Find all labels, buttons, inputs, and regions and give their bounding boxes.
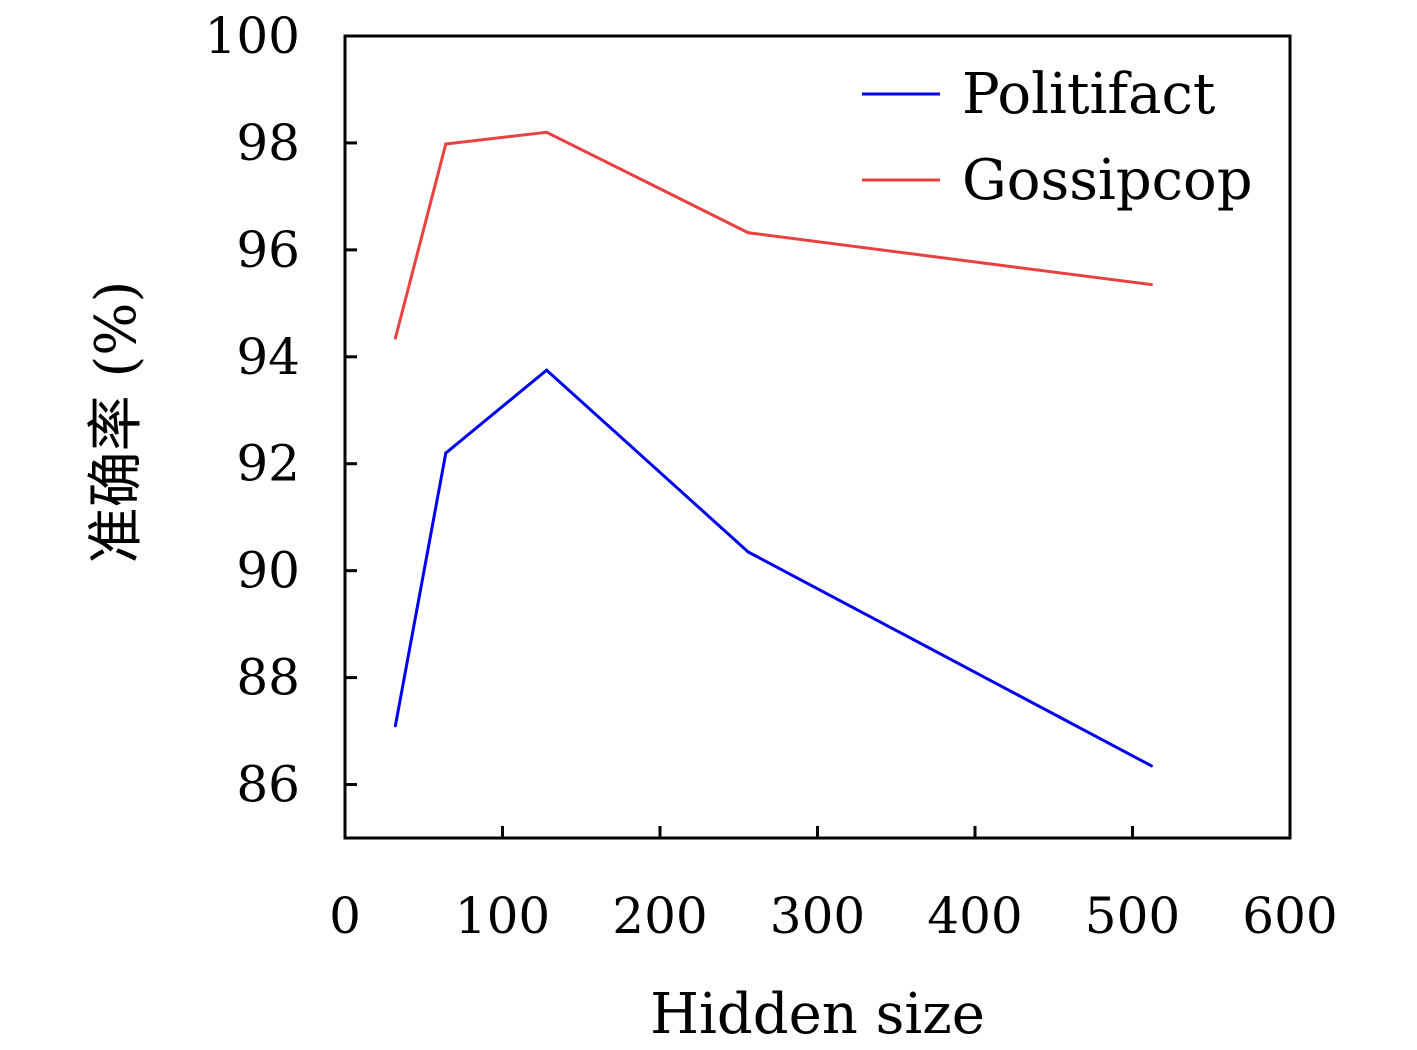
series-group (393, 130, 1153, 768)
x-tick-label: 0 (329, 887, 361, 945)
y-tick-label: 90 (236, 542, 300, 600)
x-tick-label: 400 (927, 887, 1022, 945)
y-tick-label: 92 (236, 435, 300, 493)
y-axis-label: 准确率 (%) (84, 281, 149, 564)
data-point-gossipcop (393, 336, 397, 340)
y-tick-label: 88 (236, 649, 300, 707)
data-point-politifact (393, 724, 397, 728)
x-axis-label: Hidden size (650, 982, 985, 1047)
data-point-politifact (746, 550, 750, 554)
x-tick-label: 200 (612, 887, 707, 945)
x-tick-label: 500 (1085, 887, 1180, 945)
x-axis: 0 100 200 300 400 500 600 (329, 826, 1338, 945)
data-point-gossipcop (444, 142, 448, 146)
y-axis: 86 88 90 92 94 96 98 100 (205, 7, 357, 814)
legend: Politifact Gossipcop (862, 62, 1253, 213)
x-tick-label: 300 (770, 887, 865, 945)
data-point-gossipcop (545, 130, 549, 134)
x-tick-label: 600 (1242, 887, 1337, 945)
y-tick-label: 86 (236, 756, 300, 814)
series-line-politifact (393, 368, 1153, 768)
y-tick-label: 96 (236, 221, 300, 279)
y-tick-label: 94 (236, 328, 300, 386)
data-point-gossipcop (746, 231, 750, 235)
data-point-gossipcop (1149, 283, 1153, 287)
y-tick-label: 100 (205, 7, 300, 65)
y-tick-label: 98 (236, 114, 300, 172)
legend-label-politifact: Politifact (962, 62, 1216, 127)
x-tick-label: 100 (455, 887, 550, 945)
data-point-politifact (545, 368, 549, 372)
data-point-politifact (444, 451, 448, 455)
legend-label-gossipcop: Gossipcop (962, 148, 1253, 213)
data-point-politifact (1149, 764, 1153, 768)
